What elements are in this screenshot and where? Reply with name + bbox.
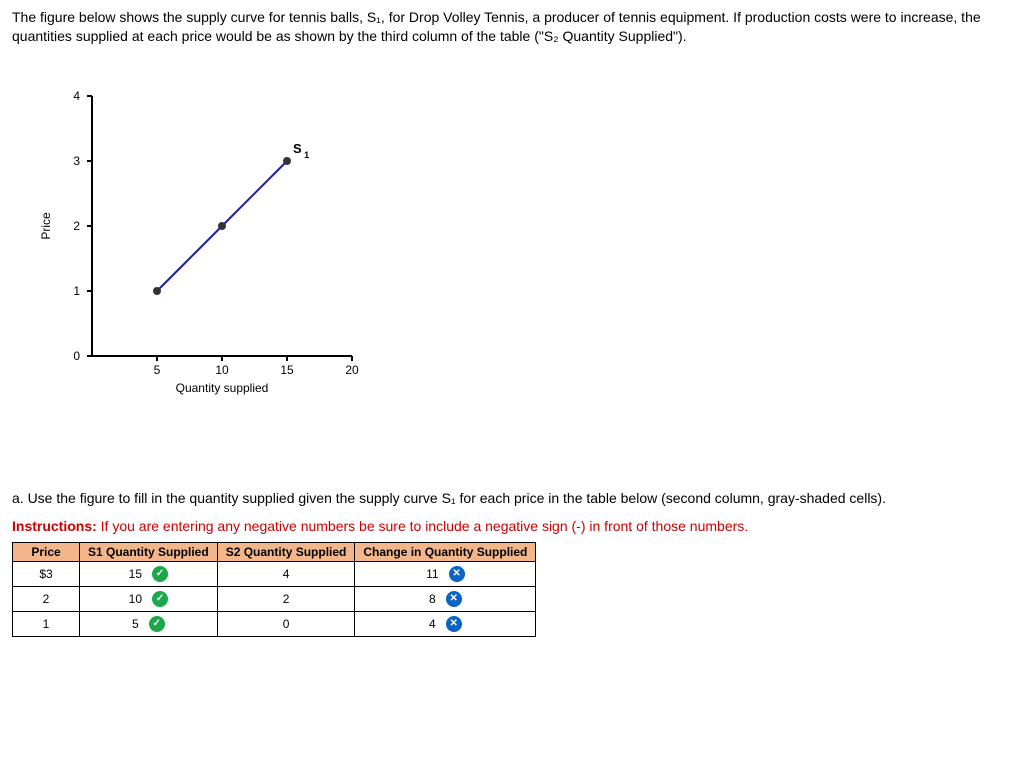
svg-text:1: 1 <box>73 284 80 298</box>
th-price: Price <box>13 542 80 561</box>
change-value: 8 <box>429 592 436 606</box>
s1-value: 15 <box>129 567 142 581</box>
s1-value: 5 <box>132 617 139 631</box>
check-icon: ✓ <box>152 591 168 607</box>
intro-text: The figure below shows the supply curve … <box>12 8 1012 46</box>
question-a: a. Use the figure to fill in the quantit… <box>12 489 1012 508</box>
cell-change[interactable]: 11 ✕ <box>355 561 536 586</box>
table-header-row: Price S1 Quantity Supplied S2 Quantity S… <box>13 542 536 561</box>
svg-text:4: 4 <box>73 89 80 103</box>
svg-text:S 1: S 1 <box>293 141 309 160</box>
cell-s1[interactable]: 5✓ <box>80 611 218 636</box>
svg-text:2: 2 <box>73 219 80 233</box>
x-icon: ✕ <box>446 616 462 632</box>
check-icon: ✓ <box>152 566 168 582</box>
instructions-label: Instructions: <box>12 518 97 534</box>
cell-s2: 2 <box>217 586 355 611</box>
th-s1: S1 Quantity Supplied <box>80 542 218 561</box>
table-row: $3 15 ✓ 4 11 ✕ <box>13 561 536 586</box>
cell-price: $3 <box>13 561 80 586</box>
svg-text:Quantity supplied: Quantity supplied <box>176 381 269 395</box>
svg-text:15: 15 <box>280 363 294 377</box>
data-table-wrap: Price S1 Quantity Supplied S2 Quantity S… <box>12 542 1012 637</box>
change-value: 4 <box>429 617 436 631</box>
svg-text:20: 20 <box>345 363 359 377</box>
table-row: 15✓04✕ <box>13 611 536 636</box>
x-icon: ✕ <box>446 591 462 607</box>
svg-text:5: 5 <box>154 363 161 377</box>
svg-text:0: 0 <box>73 349 80 363</box>
th-s2: S2 Quantity Supplied <box>217 542 355 561</box>
x-icon: ✕ <box>449 566 465 582</box>
cell-s2: 4 <box>217 561 355 586</box>
chart-svg: 0 1 2 3 4 5 10 15 20 S 1 Quantity supplied Price <box>32 86 392 406</box>
check-icon: ✓ <box>149 616 165 632</box>
instructions-text: If you are entering any negative numbers… <box>97 518 748 534</box>
cell-price: 2 <box>13 586 80 611</box>
svg-text:10: 10 <box>215 363 229 377</box>
cell-change[interactable]: 8✕ <box>355 586 536 611</box>
supply-chart: 0 1 2 3 4 5 10 15 20 S 1 Quantity supplied Price <box>32 86 1012 409</box>
svg-text:3: 3 <box>73 154 80 168</box>
table-row: 210✓28✕ <box>13 586 536 611</box>
cell-s1[interactable]: 15 ✓ <box>80 561 218 586</box>
cell-s2: 0 <box>217 611 355 636</box>
cell-s1[interactable]: 10 ✓ <box>80 586 218 611</box>
th-change: Change in Quantity Supplied <box>355 542 536 561</box>
cell-change[interactable]: 4✕ <box>355 611 536 636</box>
instructions: Instructions: If you are entering any ne… <box>12 518 1012 534</box>
data-table: Price S1 Quantity Supplied S2 Quantity S… <box>12 542 536 637</box>
cell-price: 1 <box>13 611 80 636</box>
svg-text:Price: Price <box>39 212 53 240</box>
s1-value: 10 <box>129 592 142 606</box>
change-value: 11 <box>426 567 438 581</box>
